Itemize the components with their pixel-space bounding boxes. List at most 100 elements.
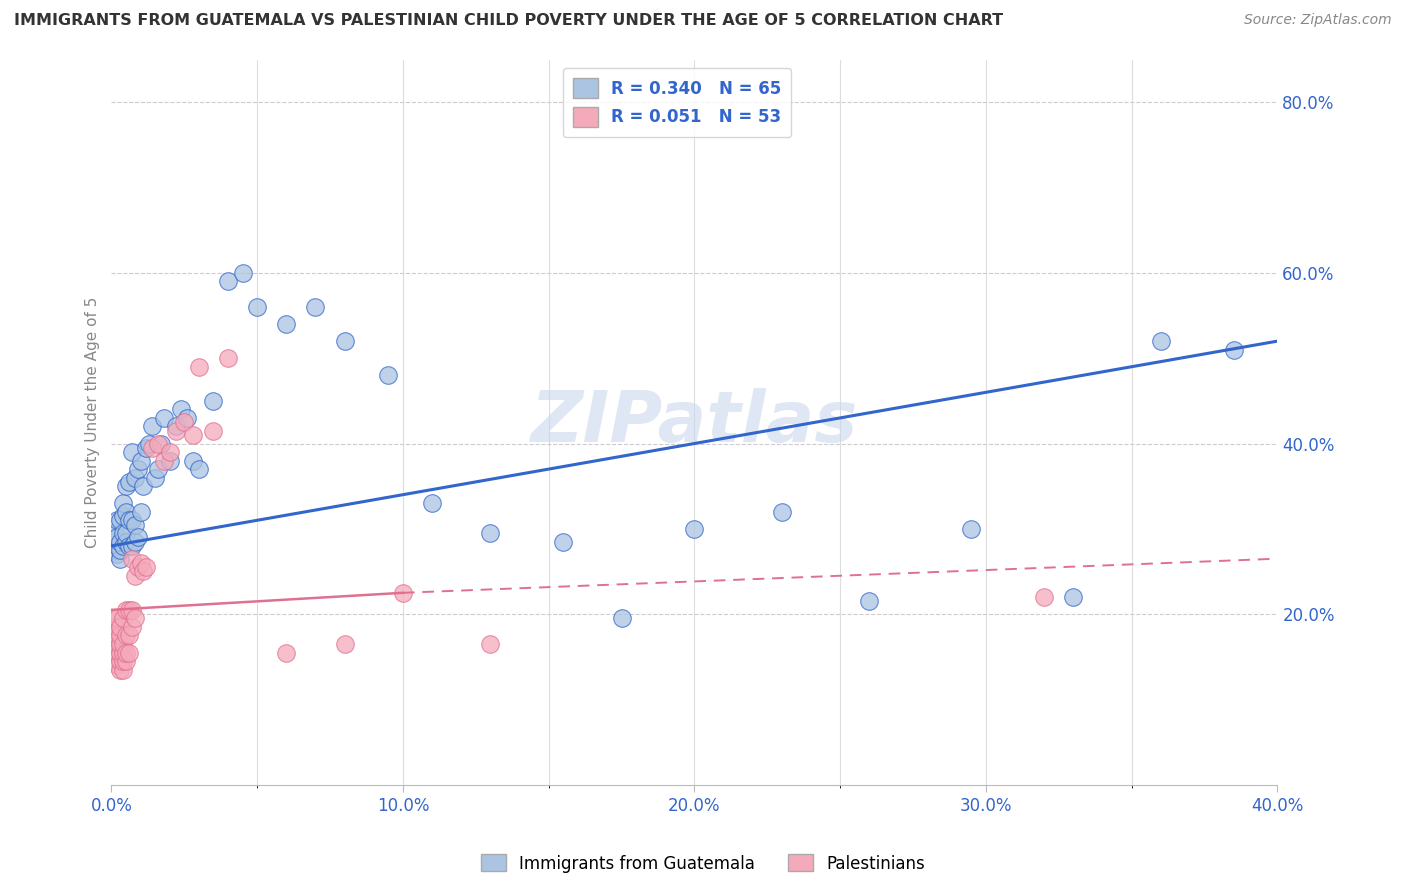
Point xyxy=(246,300,269,314)
Point xyxy=(138,436,160,450)
Point xyxy=(108,663,131,677)
Point xyxy=(118,603,141,617)
Point xyxy=(129,505,152,519)
Point xyxy=(112,539,135,553)
Point xyxy=(115,603,138,617)
Point xyxy=(118,628,141,642)
Point xyxy=(105,539,128,553)
Point xyxy=(127,530,149,544)
Point xyxy=(112,654,135,668)
Point xyxy=(1150,334,1173,348)
Point xyxy=(108,654,131,668)
Point xyxy=(118,475,141,489)
Point xyxy=(103,534,125,549)
Point xyxy=(105,658,128,673)
Point xyxy=(420,496,443,510)
Point xyxy=(103,637,125,651)
Point xyxy=(112,663,135,677)
Point xyxy=(103,543,125,558)
Point xyxy=(103,611,125,625)
Point xyxy=(141,441,163,455)
Point xyxy=(165,419,187,434)
Point xyxy=(276,646,298,660)
Point xyxy=(105,530,128,544)
Point xyxy=(159,453,181,467)
Point xyxy=(127,560,149,574)
Point xyxy=(129,453,152,467)
Point xyxy=(103,620,125,634)
Point xyxy=(115,646,138,660)
Point xyxy=(118,539,141,553)
Point xyxy=(135,560,157,574)
Point xyxy=(115,526,138,541)
Point xyxy=(170,402,193,417)
Point xyxy=(165,424,187,438)
Point xyxy=(217,351,239,366)
Point xyxy=(121,539,143,553)
Point xyxy=(143,470,166,484)
Point xyxy=(553,534,575,549)
Legend: R = 0.340   N = 65, R = 0.051   N = 53: R = 0.340 N = 65, R = 0.051 N = 53 xyxy=(562,68,792,137)
Point xyxy=(108,628,131,642)
Point xyxy=(108,620,131,634)
Point xyxy=(115,479,138,493)
Point xyxy=(181,428,204,442)
Point xyxy=(187,462,209,476)
Point xyxy=(112,646,135,660)
Point xyxy=(146,436,169,450)
Point xyxy=(217,274,239,288)
Point xyxy=(333,334,356,348)
Point xyxy=(121,620,143,634)
Point xyxy=(103,526,125,541)
Point xyxy=(181,453,204,467)
Point xyxy=(770,505,793,519)
Point xyxy=(132,565,155,579)
Point xyxy=(276,317,298,331)
Point xyxy=(118,513,141,527)
Point xyxy=(112,496,135,510)
Point xyxy=(105,637,128,651)
Point xyxy=(304,300,326,314)
Point xyxy=(232,266,254,280)
Point xyxy=(105,628,128,642)
Point xyxy=(127,462,149,476)
Point xyxy=(112,611,135,625)
Point xyxy=(121,603,143,617)
Legend: Immigrants from Guatemala, Palestinians: Immigrants from Guatemala, Palestinians xyxy=(474,847,932,880)
Point xyxy=(187,359,209,374)
Y-axis label: Child Poverty Under the Age of 5: Child Poverty Under the Age of 5 xyxy=(86,296,100,548)
Text: ZIPatlas: ZIPatlas xyxy=(530,388,858,457)
Point xyxy=(115,534,138,549)
Point xyxy=(108,534,131,549)
Point xyxy=(105,611,128,625)
Point xyxy=(124,517,146,532)
Point xyxy=(392,586,415,600)
Point xyxy=(124,568,146,582)
Point xyxy=(153,453,176,467)
Point xyxy=(115,505,138,519)
Point xyxy=(149,436,172,450)
Point xyxy=(858,594,880,608)
Point xyxy=(377,368,399,383)
Point xyxy=(153,411,176,425)
Point xyxy=(176,411,198,425)
Point xyxy=(121,513,143,527)
Point xyxy=(112,526,135,541)
Point xyxy=(105,620,128,634)
Text: Source: ZipAtlas.com: Source: ZipAtlas.com xyxy=(1244,13,1392,28)
Point xyxy=(960,522,983,536)
Point xyxy=(121,445,143,459)
Point xyxy=(610,611,633,625)
Point xyxy=(103,628,125,642)
Text: IMMIGRANTS FROM GUATEMALA VS PALESTINIAN CHILD POVERTY UNDER THE AGE OF 5 CORREL: IMMIGRANTS FROM GUATEMALA VS PALESTINIAN… xyxy=(14,13,1004,29)
Point xyxy=(135,441,157,455)
Point xyxy=(124,611,146,625)
Point xyxy=(105,646,128,660)
Point xyxy=(173,415,195,429)
Point xyxy=(115,654,138,668)
Point xyxy=(108,543,131,558)
Point xyxy=(1222,343,1244,357)
Point xyxy=(1062,590,1084,604)
Point xyxy=(159,445,181,459)
Point xyxy=(105,548,128,562)
